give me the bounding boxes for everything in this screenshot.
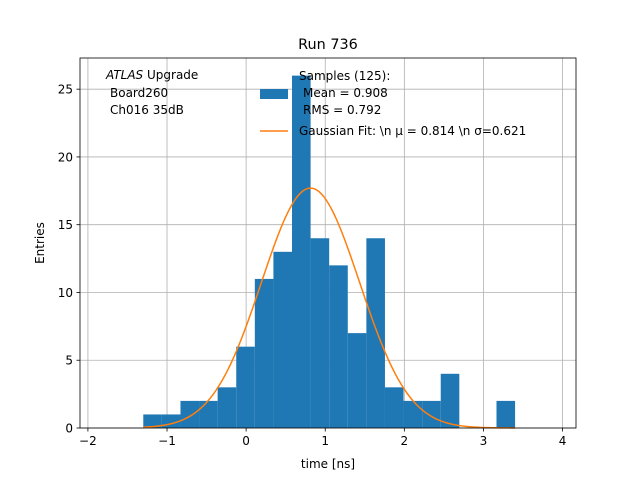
histogram-bar	[384, 387, 404, 428]
atlas-label-italic: ATLAS	[105, 68, 144, 82]
histogram-bar	[347, 333, 367, 428]
chart-title: Run 736	[298, 37, 358, 53]
atlas-label: ATLAS Upgrade	[105, 68, 198, 82]
x-tick-label: −1	[158, 434, 176, 448]
legend-hist-line1: Samples (125):	[299, 69, 390, 83]
histogram-bar	[236, 346, 255, 428]
histogram-bar	[440, 373, 460, 428]
y-tick-label: 20	[58, 150, 73, 164]
x-tick-label: −2	[79, 434, 97, 448]
histogram-bar	[496, 400, 516, 428]
legend-hist-swatch	[260, 89, 288, 99]
x-tick-label: 3	[480, 434, 488, 448]
histogram-bar	[403, 400, 423, 428]
legend-fit-label: Gaussian Fit: \n μ = 0.814 \n σ=0.621	[299, 124, 526, 138]
histogram-bar	[366, 238, 385, 428]
histogram-bar	[292, 75, 311, 428]
y-tick-label: 5	[65, 354, 73, 368]
board-label: Board260	[110, 86, 168, 100]
histogram-bars	[143, 75, 516, 428]
y-axis-label: Entries	[33, 222, 47, 264]
x-tick-label: 0	[242, 434, 250, 448]
atlas-label-rest: Upgrade	[143, 68, 198, 82]
plot-frame	[79, 57, 577, 429]
legend-hist-line3: RMS = 0.792	[303, 103, 381, 117]
histogram-bar	[254, 278, 274, 428]
x-tick-label: 4	[559, 434, 567, 448]
gaussian-fit-line	[143, 187, 516, 429]
histogram-bar	[199, 400, 218, 428]
histogram-bar	[273, 251, 293, 428]
legend-hist-line2: Mean = 0.908	[303, 86, 388, 100]
y-tick-label: 0	[65, 422, 73, 436]
histogram-bar	[180, 400, 200, 428]
histogram-bar	[143, 414, 162, 428]
histogram-bar	[217, 387, 237, 428]
y-tick-label: 25	[58, 83, 73, 97]
x-tick-label: 1	[321, 434, 329, 448]
channel-label: Ch016 35dB	[110, 103, 184, 117]
histogram-bar	[422, 400, 441, 428]
x-tick-label: 2	[401, 434, 409, 448]
axis-ticks: −2 −1 0 1 2 3 4 0 5 10 15 20 25	[58, 83, 567, 448]
histogram-bar	[310, 238, 330, 428]
y-tick-label: 15	[58, 218, 73, 232]
histogram-bar	[329, 265, 348, 428]
legend: Samples (125): Mean = 0.908 RMS = 0.792 …	[260, 69, 526, 138]
y-tick-label: 10	[58, 286, 73, 300]
x-axis-label: time [ns]	[301, 457, 355, 471]
